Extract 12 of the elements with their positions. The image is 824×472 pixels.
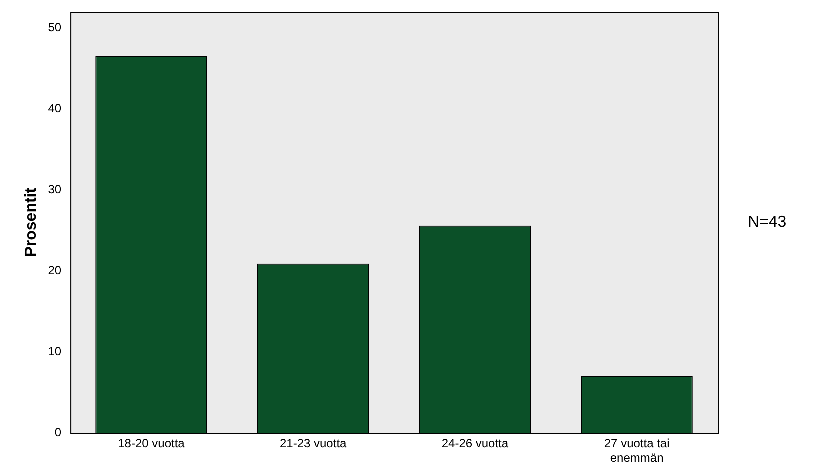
x-tick-label: 18-20 vuotta [118, 436, 186, 451]
y-tick-label: 0 [54, 426, 62, 440]
y-tick-label: 20 [48, 264, 62, 278]
y-tick-label: 30 [48, 182, 62, 197]
x-tick-label: 27 vuotta tai enemmän [604, 436, 670, 466]
y-axis-title: Prosentit [23, 187, 40, 258]
text: N=43 [748, 214, 787, 232]
y-tick-label: 50 [48, 20, 62, 35]
x-tick-label: 21-23 vuotta [280, 436, 348, 451]
x-tick-label: 24-26 vuotta [442, 436, 509, 451]
y-tick-label: 40 [48, 102, 62, 116]
y-tick-label: 10 [48, 344, 62, 359]
